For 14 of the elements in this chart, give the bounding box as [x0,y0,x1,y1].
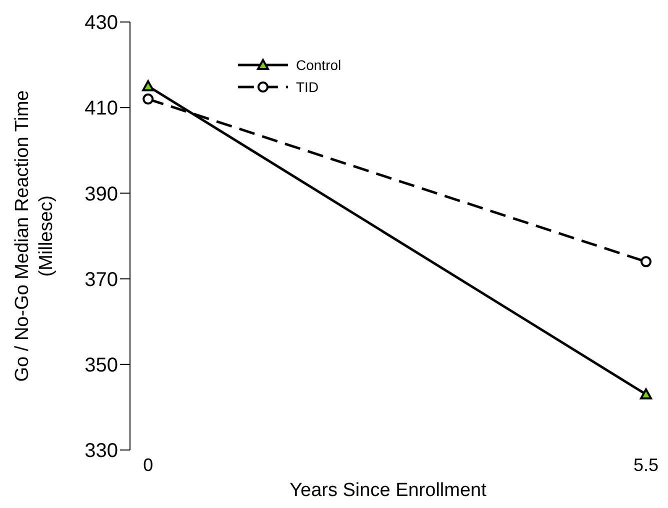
legend-label: TID [296,79,319,95]
y-axis-title: Go / No-Go Median Reaction Time (Millesec) [12,90,57,382]
y-tick-label: 430 [84,12,118,34]
x-tick-label: 5.5 [633,454,659,475]
x-tick-label: 0 [143,454,154,475]
point [640,256,652,268]
x-axis-title: Years Since Enrollment [290,480,488,501]
y-tick-label: 350 [84,354,118,376]
legend-label: Control [296,57,342,73]
y-tick-label: 410 [84,98,118,120]
point [142,94,154,105]
y-tick-label: 370 [84,268,118,291]
y-tick-label: 330 [84,440,118,462]
y-tick-label: 390 [84,183,118,206]
